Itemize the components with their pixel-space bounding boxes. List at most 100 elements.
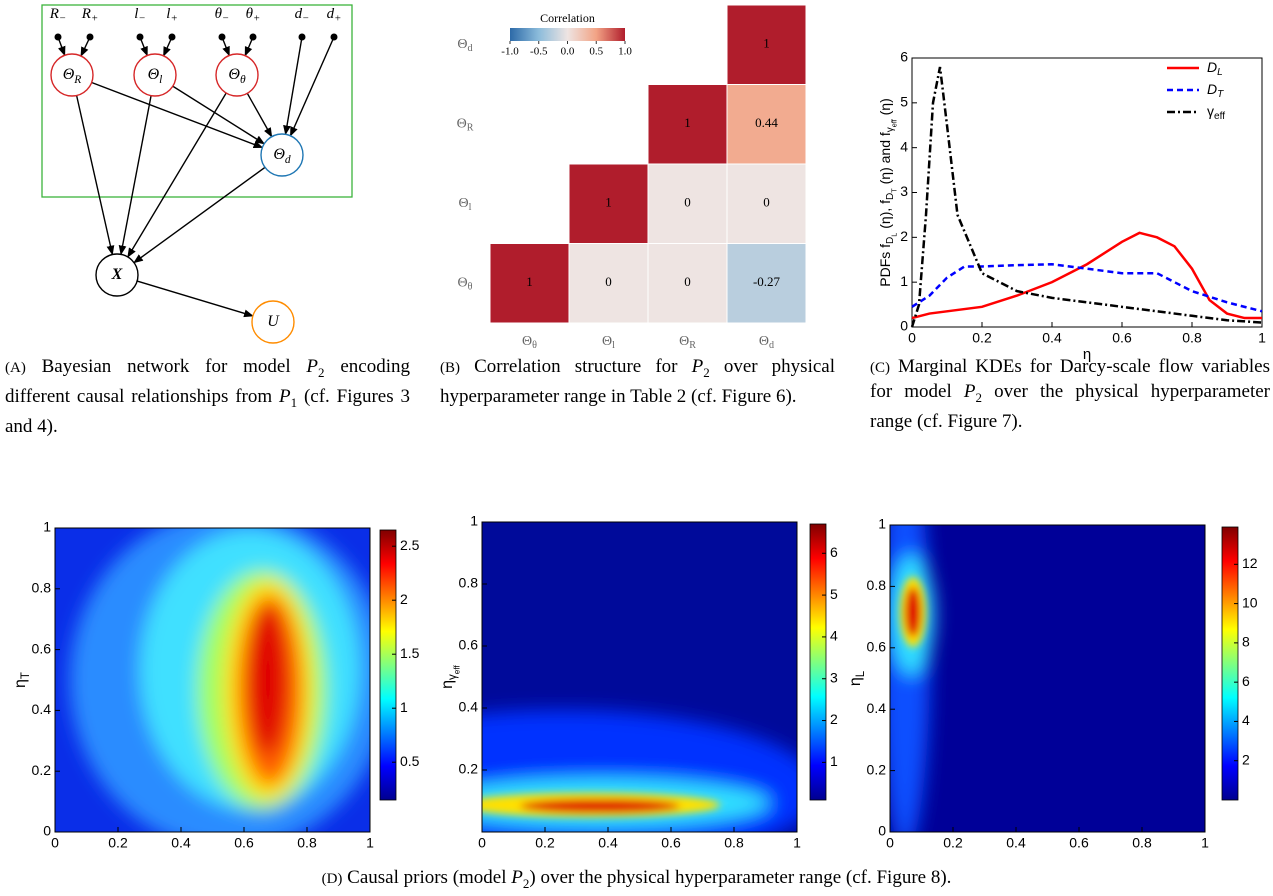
text-part: Θ (458, 275, 468, 290)
cell (568, 243, 649, 324)
colorbar (510, 28, 625, 41)
text-part: θ (215, 6, 223, 22)
text-part: d (295, 6, 303, 22)
colorbar-tick-label: 6 (830, 544, 838, 560)
density-image (55, 528, 370, 832)
text-part: l (612, 341, 615, 352)
colorbar-tick-label: 0.0 (561, 46, 575, 58)
cell-label: 1 (684, 115, 691, 130)
node-label: Θθ (228, 66, 246, 86)
text-part: η (847, 677, 864, 686)
colorbar (809, 523, 827, 801)
text-part: eff (1214, 111, 1225, 122)
x-tick-label: 0 (908, 330, 916, 346)
colorbar-tick-label: 2 (830, 711, 838, 727)
text-part: (η), (877, 204, 893, 233)
node (260, 133, 304, 177)
cell (568, 163, 649, 244)
cell (647, 243, 728, 324)
colorbar-tick-label: 0.5 (400, 753, 420, 769)
text-part: l (166, 6, 170, 22)
text-part: f (877, 244, 893, 248)
y-axis-label: ηγeff (439, 664, 462, 688)
colorbar-tick-label: 1.5 (400, 645, 420, 661)
hyper-label: l+ (166, 6, 177, 25)
node-label: X (111, 266, 123, 283)
y-tick-label: 0.8 (459, 575, 479, 591)
colorbar-tick-label: 3 (830, 669, 838, 685)
text-part: − (222, 13, 229, 25)
hyper-dot (330, 33, 338, 41)
node (215, 53, 259, 97)
text-part: eff (452, 664, 462, 674)
text-part: + (170, 13, 177, 25)
colorbar-tick-label: 4 (1242, 712, 1250, 728)
x-tick-label: 0.6 (1069, 835, 1089, 850)
caption-label: (D) (321, 871, 343, 887)
text-part: Θ (148, 66, 160, 83)
node-label: Θd (273, 146, 291, 166)
y-tick-label: 0.4 (32, 701, 52, 717)
x-tick-label: 0.8 (1132, 835, 1152, 850)
x-tick-label: 0 (51, 835, 59, 850)
caption-text: P (278, 385, 291, 407)
hyper-dot (136, 33, 144, 41)
caption-text: P (306, 356, 319, 377)
text-part: R (467, 123, 474, 134)
text-part: T (1217, 89, 1224, 100)
text-part: T (889, 188, 898, 193)
legend-label: DL (1207, 59, 1223, 78)
text-part: l (134, 6, 138, 22)
y-tick-label: 1 (900, 273, 908, 289)
text-part: U (267, 313, 280, 330)
text-part: L (889, 233, 898, 237)
node-label: Θl (148, 66, 163, 86)
text-part: + (91, 13, 98, 25)
hyper-label: θ+ (246, 6, 261, 25)
text-part: Θ (459, 196, 469, 211)
y-tick-label: 0.4 (459, 699, 479, 715)
text-part: Θ (602, 334, 612, 349)
text-part: γ (885, 127, 896, 132)
text-part: (η) and (877, 136, 893, 188)
text-part: (η) (877, 98, 893, 119)
text-part: eff (889, 118, 898, 127)
y-tick-label: 0.6 (867, 639, 887, 655)
column-label: ΘR (679, 334, 696, 351)
cell (726, 4, 807, 85)
node (133, 53, 177, 97)
legend-label: γeff (1207, 103, 1225, 122)
row-label: ΘR (457, 116, 474, 133)
caption-text: Marginal KDEs for Darcy-scale flow varia… (870, 356, 1270, 402)
caption: (D) Causal priors (model P2) over the ph… (0, 866, 1273, 896)
plot-frame (54, 527, 371, 833)
caption-sub: 2 (703, 364, 710, 380)
text-part: T (20, 672, 32, 679)
density-image (482, 522, 797, 832)
text-part: θ (246, 6, 254, 22)
text-part: PDFs (877, 248, 893, 287)
density-image (890, 525, 1205, 832)
caption-text: Bayesian network for model (25, 356, 307, 377)
text-part: L (855, 670, 867, 677)
node-label: U (267, 313, 280, 330)
text-part: R (73, 73, 81, 85)
colorbar-tick-label: 5 (830, 586, 838, 602)
y-tick-label: 0 (43, 823, 51, 839)
edge (283, 36, 303, 136)
y-tick-label: 0.4 (867, 700, 887, 716)
edge (289, 36, 335, 137)
colorbar (1221, 526, 1239, 801)
y-tick-label: 1 (43, 519, 51, 535)
caption-sub: 2 (975, 389, 983, 405)
caption-sub: 2 (318, 364, 325, 380)
y-tick-label: 0.8 (32, 580, 52, 596)
x-tick-label: 0.4 (171, 835, 191, 850)
hyper-label: d+ (327, 6, 342, 25)
node-label: ΘR (63, 66, 82, 86)
hyper-dot (54, 33, 62, 41)
hyper-label: θ− (215, 6, 230, 25)
text-part: Θ (63, 66, 75, 83)
